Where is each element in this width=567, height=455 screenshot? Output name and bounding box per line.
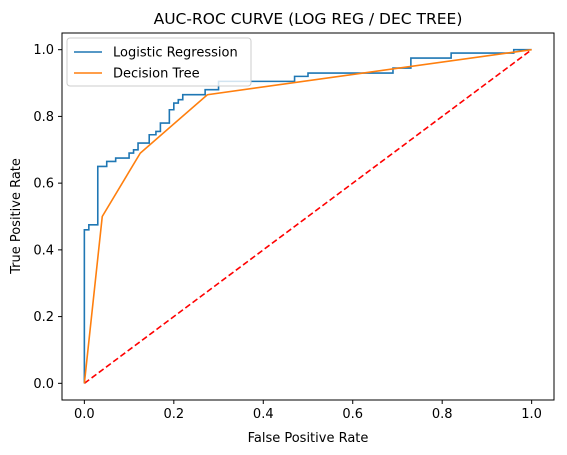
x-tick-label: 0.4 [253, 407, 274, 422]
x-axis-title: False Positive Rate [248, 431, 369, 446]
series-line-decision-tree [83, 48, 532, 384]
y-tick-label: 1.0 [33, 43, 54, 58]
x-tick-label: 0.6 [342, 407, 363, 422]
x-tick-label: 0.0 [74, 407, 95, 422]
y-axis-title: True Positive Rate [9, 158, 24, 275]
y-tick-label: 0.2 [33, 310, 54, 325]
x-tick-label: 0.8 [432, 407, 453, 422]
y-tick-label: 0.6 [33, 177, 54, 192]
y-tick-label: 0.8 [33, 110, 54, 125]
legend: Logistic Regression Decision Tree [66, 37, 252, 87]
series-line-diagonal-reference [83, 49, 533, 384]
legend-label: Decision Tree [113, 67, 200, 82]
series-layer [83, 48, 533, 384]
y-tick-label: 0.4 [33, 243, 54, 258]
x-tick-label: 1.0 [521, 407, 542, 422]
chart-title: AUC-ROC CURVE (LOG REG / DEC TREE) [154, 10, 463, 28]
ticks-layer: 0.0 0.2 0.4 0.6 0.8 1.0 0.0 0.2 0.4 0.6 0.8 1.0 [33, 43, 542, 422]
plot-frame [61, 32, 555, 401]
series-line-logistic-regression [83, 48, 532, 384]
x-tick-label: 0.2 [163, 407, 184, 422]
legend-box [66, 37, 252, 87]
legend-label: Logistic Regression [113, 46, 238, 61]
y-tick-label: 0.0 [33, 377, 54, 392]
